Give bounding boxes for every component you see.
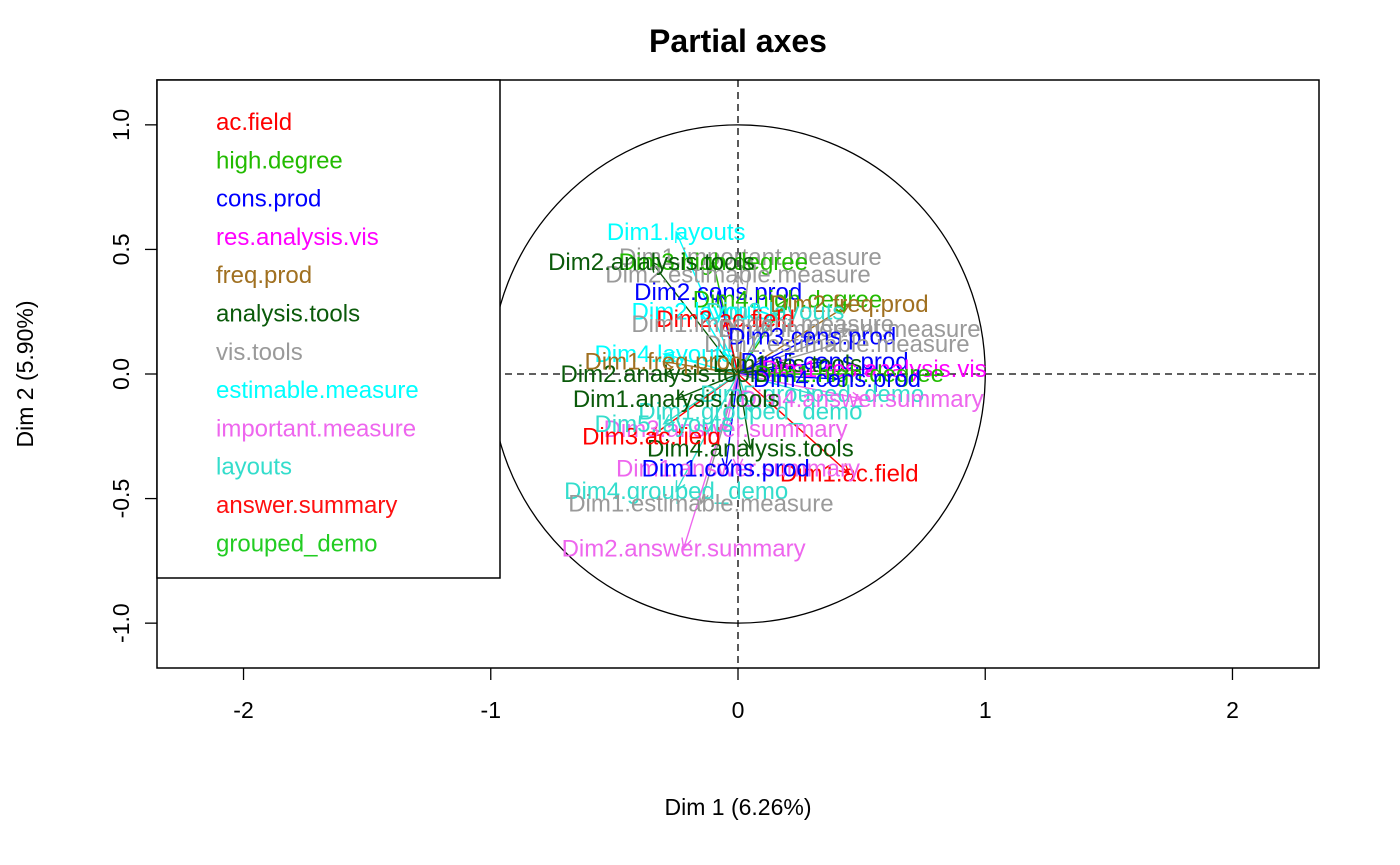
- y-tick-label: 1.0: [108, 109, 134, 141]
- legend-entry: layouts: [216, 454, 292, 481]
- point-label: Dim2.freq.prod: [770, 291, 929, 318]
- axes: -2 -1 0 1 2 -1.0 -0.5 0.0 0.5 1.0: [108, 109, 1239, 723]
- y-tick-label: 0.5: [108, 233, 134, 265]
- point-label: Dim3.important.measure: [718, 316, 981, 343]
- arrow-27: [675, 373, 739, 493]
- legend-entry: cons.prod: [216, 186, 321, 213]
- arrow-35: [650, 260, 739, 375]
- point-label: Dim1.important.measure: [631, 311, 894, 338]
- x-tick-label: 2: [1226, 697, 1239, 723]
- point-label: Dim2.answer.summary: [562, 535, 806, 562]
- arrow-1: [737, 255, 755, 375]
- arrow-5: [737, 297, 789, 375]
- legend-entry: res.analysis.vis: [216, 224, 379, 251]
- arrow-23: [737, 373, 755, 451]
- y-axis-title: Dim 2 (5.90%): [12, 301, 38, 448]
- y-tick-label: 0.0: [108, 358, 134, 390]
- arrow-0: [675, 230, 739, 375]
- arrow-9: [722, 317, 739, 375]
- point-label: Dim1.important.measure: [619, 244, 882, 271]
- point-label: Dim3.layouts: [706, 299, 845, 326]
- arrow-14: [737, 357, 827, 375]
- arrow-26: [721, 373, 739, 471]
- legend-entry: vis.tools: [216, 339, 303, 366]
- arrow-12: [737, 335, 814, 375]
- point-label: Dim3.ac.field: [582, 423, 721, 450]
- arrow-33: [662, 368, 738, 380]
- arrow-25: [732, 374, 744, 471]
- x-tick-label: 1: [979, 697, 992, 723]
- point-label: Dim5.layouts: [594, 411, 733, 438]
- legend-entry: answer.summary: [216, 492, 397, 519]
- point-label: Dim3.high.degree: [619, 249, 808, 276]
- point-label: Dim1.estimable.measure: [704, 331, 969, 358]
- point-label: Dim1.layouts: [607, 219, 746, 246]
- arrow-19: [737, 373, 814, 397]
- arrow-20: [737, 373, 864, 403]
- point-label: Dim1.vis.tools: [713, 351, 862, 378]
- arrow-16: [737, 363, 876, 375]
- x-tick-label: -1: [481, 697, 501, 723]
- point-label: Dim5.grouped_demo: [700, 381, 924, 408]
- legend-entry: grouped_demo: [216, 530, 377, 557]
- arrow-29: [681, 373, 739, 550]
- point-label: Dim4.layouts: [594, 341, 733, 368]
- point-label: Dim2.analysis.tools: [548, 249, 755, 276]
- x-axis-title: Dim 1 (6.26%): [665, 794, 812, 820]
- point-label: Dim1.high.degree: [755, 361, 944, 388]
- legend-entry: analysis.tools: [216, 301, 360, 328]
- point-label: Dim5.cons.prod: [740, 349, 908, 376]
- point-label: Dim2.cons.prod: [634, 279, 802, 306]
- y-tick-label: -0.5: [108, 479, 134, 519]
- point-label: Dim1.estimable.measure: [568, 491, 833, 518]
- arrow-18: [737, 373, 839, 384]
- arrow-3: [732, 272, 744, 374]
- legend-entry: freq.prod: [216, 262, 312, 289]
- point-label: Dim4.high.degree: [693, 286, 882, 313]
- point-label: Dim4.cons.prod: [753, 366, 921, 393]
- arrow-36: [662, 357, 739, 375]
- point-label: Dim4.grouped_demo: [564, 478, 788, 505]
- arrow-24: [737, 373, 851, 475]
- plot-area: Dim1.layoutsDim1.important.measureDim3.h…: [157, 80, 1319, 668]
- point-label: Dim1.res.analysis.vis: [761, 356, 986, 383]
- point-label: Dim1.grouped_demo: [638, 398, 862, 425]
- point-label: Dim2.estimable.measure: [605, 261, 870, 288]
- chart-title: Partial axes: [649, 23, 827, 59]
- legend-entry: ac.field: [216, 109, 292, 136]
- point-label: Dim1.cons.prod: [642, 456, 810, 483]
- arrow-30: [662, 351, 739, 375]
- arrow-10: [737, 322, 764, 375]
- arrow-34: [674, 373, 739, 401]
- legend: ac.field high.degree cons.prod res.analysis…: [156, 79, 501, 579]
- arrow-13: [737, 341, 839, 375]
- legend-entry: estimable.measure: [216, 377, 419, 404]
- point-label: Dim4.answer.summary: [740, 386, 984, 413]
- point-label: Dim1.analysis.tools: [573, 386, 780, 413]
- arrow-17: [738, 368, 851, 380]
- point-label: Dim4.analysis.tools: [647, 436, 854, 463]
- x-tick-label: 0: [732, 697, 745, 723]
- arrow-21: [737, 373, 753, 413]
- point-label: Dim1.freq.prod: [584, 349, 743, 376]
- arrow-8: [700, 310, 739, 375]
- point-label: Dim2.layouts: [632, 299, 771, 326]
- point-label: Dim1.ac.field: [780, 461, 919, 488]
- point-label: Dim1.answer.summary: [616, 456, 860, 483]
- legend-entry: high.degree: [216, 147, 343, 174]
- arrow-32: [662, 373, 739, 425]
- legend-box: [156, 79, 501, 579]
- point-label: Dim2.analysis.tools: [560, 361, 767, 388]
- arrow-6: [737, 303, 851, 375]
- y-tick-label: -1.0: [108, 603, 134, 643]
- legend-entry: important.measure: [216, 415, 416, 442]
- point-label: Dim3.answer.summary: [604, 416, 848, 443]
- arrow-15: [737, 360, 790, 375]
- arrow-11: [737, 327, 851, 375]
- arrow-7: [737, 310, 776, 375]
- point-label: Dim3.cons.prod: [728, 324, 896, 351]
- x-tick-label: -2: [233, 697, 253, 723]
- point-label: Dim2.ac.field: [656, 306, 795, 333]
